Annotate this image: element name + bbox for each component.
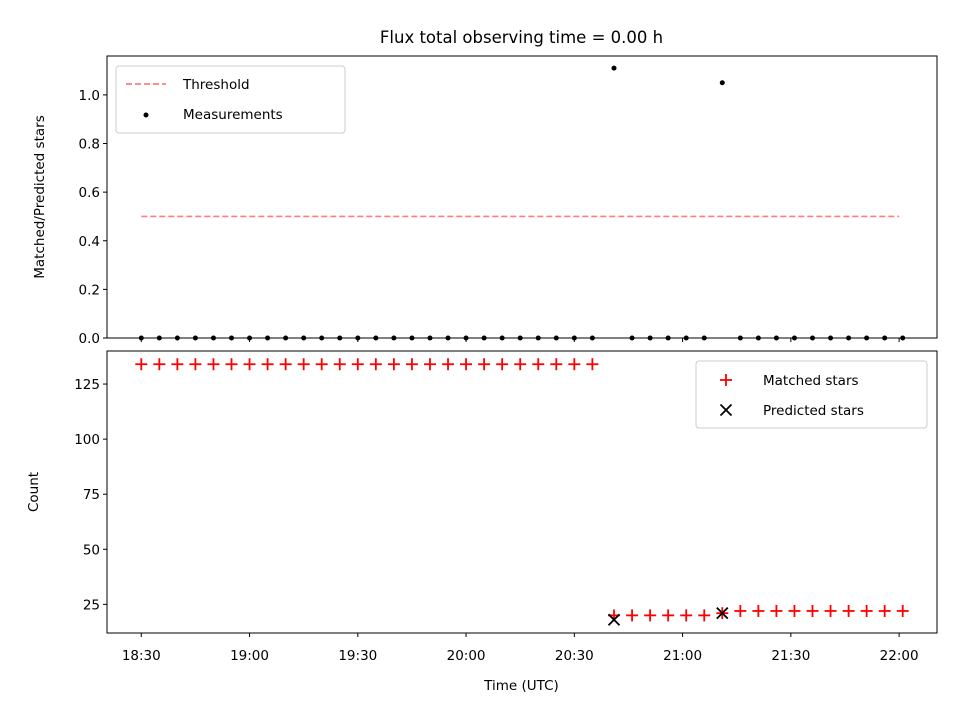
bottom-y-axis-label: Count [26, 472, 42, 512]
matched-star-point [586, 358, 599, 371]
y-tick-label: 25 [83, 597, 100, 613]
matched-star-point [351, 358, 364, 371]
x-tick-label: 21:00 [663, 648, 702, 664]
matched-star-point [315, 358, 328, 371]
matched-star-point [243, 358, 256, 371]
x-tick-label: 21:30 [771, 648, 810, 664]
matched-star-point [171, 358, 184, 371]
bottom-x-axis: 18:30 19:00 19:30 20:00 20:30 21:00 21:30 22:00 [122, 633, 919, 664]
top-plot-frame [106, 55, 938, 339]
matched-star-point [189, 358, 202, 371]
y-tick-label: 0.4 [79, 234, 100, 250]
matched-star-point [878, 604, 891, 617]
measurement-point [719, 80, 725, 86]
predicted-star-point [607, 613, 621, 626]
matched-star-point [387, 358, 400, 371]
y-tick-label: 75 [83, 487, 100, 503]
legend-measurements-label: Measurements [183, 107, 283, 123]
matched-star-point [423, 358, 436, 371]
x-tick-label: 18:30 [122, 648, 161, 664]
bottom-legend: Matched stars Predicted stars [695, 360, 928, 429]
matched-star-point [153, 358, 166, 371]
matched-star-point [824, 604, 837, 617]
matched-star-point [698, 609, 711, 622]
matched-star-point [626, 609, 639, 622]
matched-star-point [442, 358, 455, 371]
matched-star-point [662, 609, 675, 622]
chart-title: Flux total observing time = 0.00 h [380, 28, 663, 47]
matched-star-point [734, 604, 747, 617]
x-tick-label: 22:00 [880, 648, 919, 664]
legend-predicted-label: Predicted stars [763, 403, 864, 419]
matched-star-point [478, 358, 491, 371]
predicted-star-point [716, 607, 729, 620]
y-tick-label: 1.0 [79, 88, 100, 104]
x-axis-label: Time (UTC) [483, 678, 559, 694]
matched-star-point [297, 358, 310, 371]
matched-star-point [806, 604, 819, 617]
legend-threshold-label: Threshold [182, 77, 250, 93]
bottom-plot-frame [106, 350, 938, 634]
legend-matched-label: Matched stars [763, 373, 859, 389]
legend-measurements-swatch [143, 112, 149, 118]
x-tick-label: 19:00 [230, 648, 269, 664]
top-y-axis-label: Matched/Predicted stars [32, 115, 48, 278]
matched-star-point [369, 358, 382, 371]
matched-star-point [532, 358, 545, 371]
matched-star-point [135, 358, 148, 371]
bottom-legend-box [695, 360, 928, 429]
matched-star-point [568, 358, 581, 371]
top-y-axis: 0.0 0.2 0.4 0.6 0.8 1.0 [79, 88, 107, 347]
y-tick-label: 0.8 [79, 137, 100, 153]
matched-star-point [860, 604, 873, 617]
matched-star-point [460, 358, 473, 371]
matched-star-point [770, 604, 783, 617]
matched-star-point [550, 358, 563, 371]
matched-star-point [333, 358, 346, 371]
matched-star-point [896, 604, 909, 617]
matched-star-point [207, 358, 220, 371]
matched-star-point [496, 358, 509, 371]
y-tick-label: 0.0 [79, 331, 100, 347]
matched-star-point [514, 358, 527, 371]
matched-star-point [279, 358, 292, 371]
legend-predicted-swatch [719, 403, 733, 417]
matched-star-point [644, 609, 657, 622]
legend-matched-swatch [720, 374, 732, 386]
y-tick-label: 50 [83, 542, 100, 558]
matched-star-point [225, 358, 238, 371]
y-tick-label: 0.2 [79, 282, 100, 298]
matched-star-point [842, 604, 855, 617]
measurement-point [611, 65, 617, 71]
matched-star-point [261, 358, 274, 371]
x-tick-label: 19:30 [338, 648, 377, 664]
y-tick-label: 125 [74, 377, 100, 393]
top-legend: Threshold Measurements [115, 65, 346, 134]
matched-star-point [405, 358, 418, 371]
x-tick-label: 20:30 [555, 648, 594, 664]
top-x-ticks [140, 338, 900, 342]
top-legend-box [115, 65, 346, 134]
y-tick-label: 100 [74, 432, 100, 448]
x-tick-label: 20:00 [447, 648, 486, 664]
matched-star-point [788, 604, 801, 617]
matched-star-point [752, 604, 765, 617]
bottom-plot-marks [135, 358, 909, 626]
matched-star-point [680, 609, 693, 622]
y-tick-label: 0.6 [79, 185, 100, 201]
bottom-y-axis: 25 50 75 100 125 [74, 377, 107, 613]
